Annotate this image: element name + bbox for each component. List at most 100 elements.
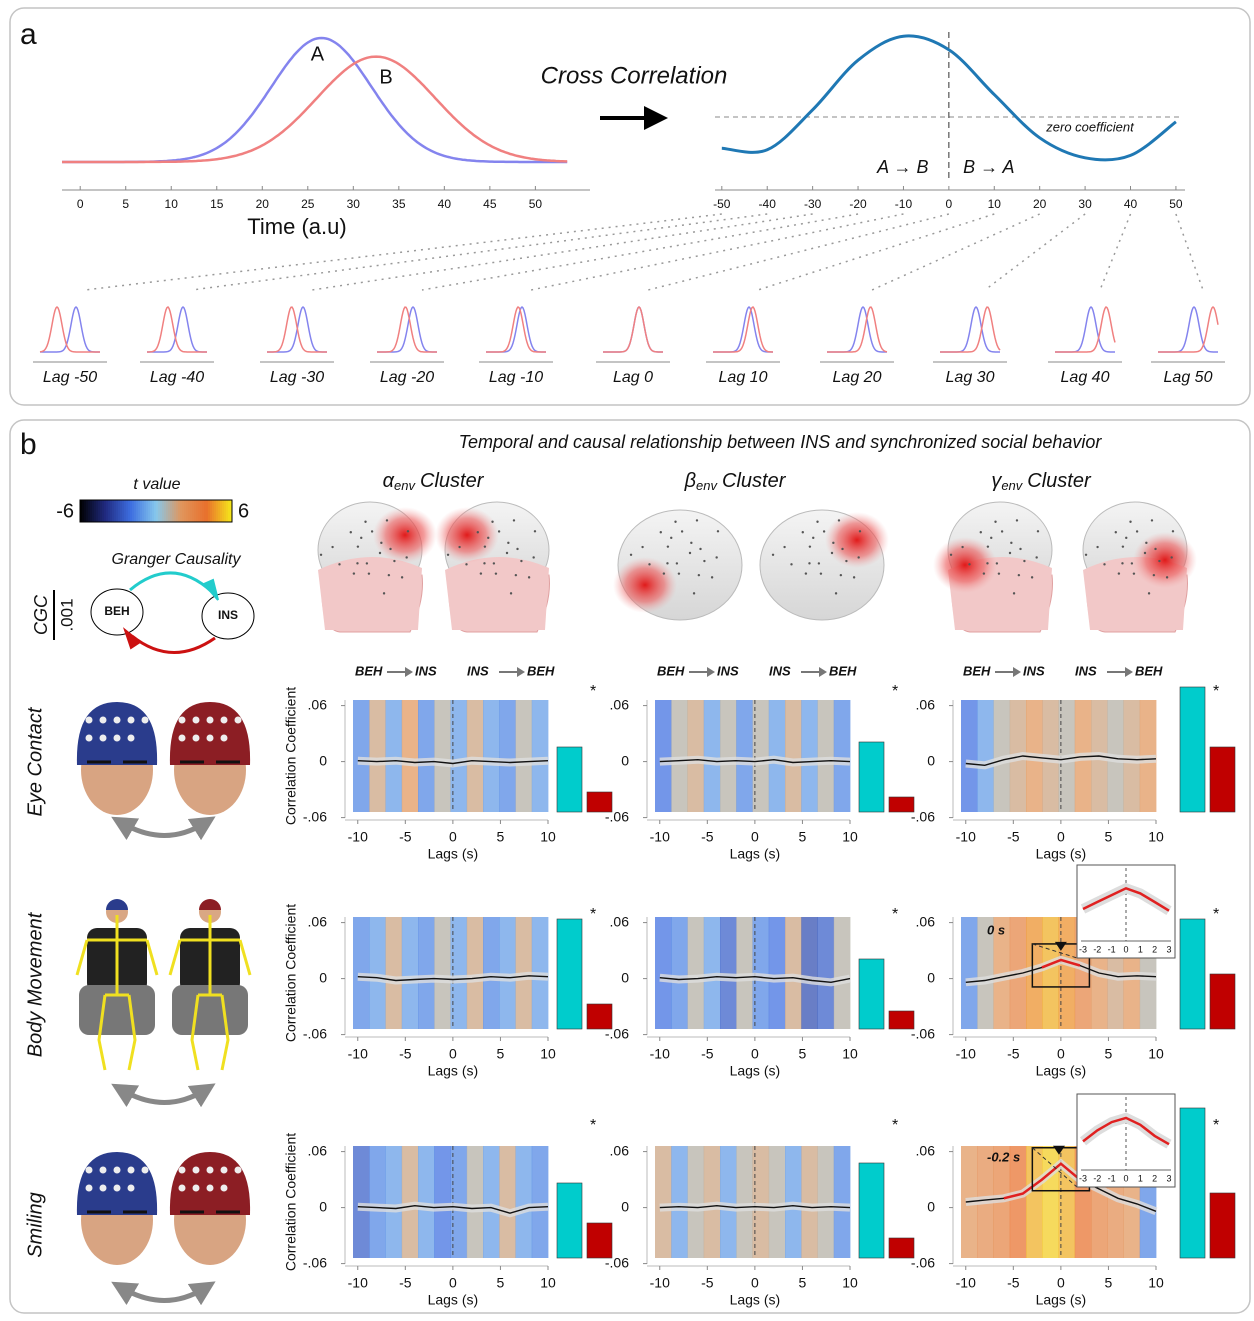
direction-to: INS [415, 663, 437, 678]
chair [79, 985, 155, 1035]
direction-label: B → A [963, 157, 1014, 177]
electrode [1008, 551, 1012, 555]
tvalue-stripe [483, 700, 500, 812]
node-label: BEH [104, 604, 129, 618]
x-axis-label: Lags (s) [1036, 1063, 1087, 1079]
electrode [841, 547, 844, 551]
electrode [378, 551, 382, 555]
electrode [400, 576, 404, 579]
electrode [808, 562, 811, 565]
curve-label: B [379, 66, 392, 88]
x-tick-label: 10 [540, 829, 556, 845]
direction-to: BEH [829, 663, 857, 678]
electrode [356, 545, 360, 548]
y-axis-label: Correlation Coefficient [283, 1133, 299, 1271]
electrode [659, 531, 662, 534]
electrode [790, 563, 793, 566]
electrode [997, 572, 1001, 575]
cap [169, 702, 251, 765]
electrode [690, 541, 693, 545]
thumb-curve [1055, 306, 1116, 353]
colorbar-cell [138, 500, 141, 522]
activation [435, 507, 499, 563]
electrode [512, 519, 516, 522]
inset-tick-label: -1 [1108, 1173, 1116, 1183]
inset-tick-label: 3 [1166, 1173, 1171, 1183]
thumb-curve [713, 306, 773, 353]
tvalue-stripe [720, 700, 737, 812]
y-tick-label: -.06 [303, 808, 327, 824]
tvalue-stripe [466, 700, 484, 812]
electrode [385, 519, 389, 522]
x-tick-label: -10 [650, 1275, 670, 1291]
electrode [675, 562, 679, 565]
cluster-label: βenv Cluster [684, 470, 787, 493]
x-tick-label: 5 [497, 1046, 505, 1062]
direction-from: BEH [657, 663, 685, 678]
colorbar-cell [144, 500, 147, 522]
direction-from: INS [467, 663, 489, 678]
cap [76, 702, 158, 765]
electrode [1143, 551, 1147, 555]
colorbar-cell [146, 500, 149, 522]
inset-curve [1082, 1116, 1170, 1146]
electrode [771, 553, 775, 556]
x-tick-label: 0 [751, 1046, 759, 1062]
electrode [817, 562, 821, 565]
significance-marker: * [1213, 1117, 1219, 1134]
tvalue-stripe [450, 700, 468, 812]
electrode [1015, 519, 1019, 522]
dotted-link [871, 213, 1040, 291]
thumb-curve [940, 305, 1000, 353]
electrode [206, 1166, 214, 1174]
x-tick-label: -10 [895, 197, 913, 211]
electrode [192, 1184, 200, 1192]
electrode [141, 716, 149, 724]
electrode [483, 562, 486, 565]
y-tick-label: 0 [621, 969, 629, 985]
node [201, 592, 255, 640]
lag-label: Lag 40 [1061, 369, 1110, 386]
tvalue-stripe [531, 1146, 549, 1258]
cap [169, 1152, 251, 1215]
colorbar-cell [152, 500, 155, 522]
colorbar-cell [198, 500, 201, 522]
cap [106, 899, 128, 910]
electrode [670, 536, 673, 540]
electrode [127, 1184, 135, 1192]
colorbar-cell [222, 500, 225, 522]
node-label: INS [218, 608, 238, 622]
thumb-curve [486, 306, 546, 353]
colorbar-cell [164, 500, 167, 522]
thumb-curve [1158, 305, 1219, 353]
node [90, 588, 144, 636]
electrode [380, 541, 383, 545]
x-tick-label: 0 [751, 1275, 759, 1291]
x-tick-label: 0 [1057, 1046, 1065, 1062]
electrode [677, 572, 681, 575]
arrow-head [1125, 667, 1133, 677]
electrode [961, 545, 964, 549]
electrode [113, 734, 121, 742]
colorbar-cell [132, 500, 135, 522]
inset-tick-label: 0 [1123, 944, 1128, 954]
tvalue-stripe [401, 1146, 419, 1258]
row-label: Eye Contact [24, 706, 46, 816]
x-axis-label: Time (a.u) [247, 214, 346, 239]
electrode [1121, 545, 1125, 548]
curve [357, 759, 549, 765]
x-tick-label: 10 [988, 197, 1002, 211]
x-tick-label: 15 [210, 197, 224, 211]
y-tick-label: 0 [319, 752, 327, 768]
panel-label: b [20, 428, 37, 461]
electrode [662, 572, 666, 575]
causal-arrow [129, 571, 214, 594]
exchange-arrow [111, 1083, 216, 1108]
y-tick-label: .06 [610, 913, 630, 929]
scale-value: .001 [57, 598, 76, 631]
x-tick-label: 40 [438, 197, 452, 211]
colorbar-cell [106, 500, 109, 522]
inset-tick-label: 1 [1138, 944, 1143, 954]
curve [357, 1204, 549, 1214]
x-tick-label: 50 [529, 197, 543, 211]
